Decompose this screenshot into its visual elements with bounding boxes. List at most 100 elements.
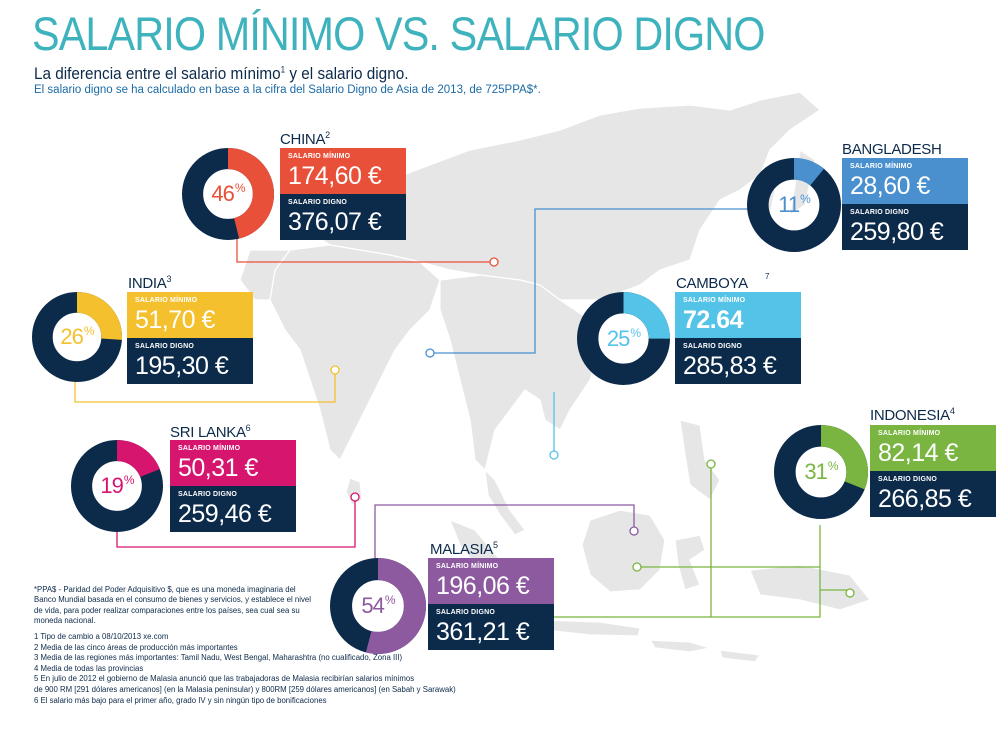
living-wage-value: 259,46 €	[178, 500, 272, 528]
living-wage-panel: SALARIO DIGNO 361,21 €	[428, 604, 554, 650]
living-wage-panel: SALARIO DIGNO 259,46 €	[170, 486, 296, 532]
percent-sign: %	[827, 459, 839, 473]
min-salary-value: 28,60 €	[850, 172, 930, 200]
living-wage-value: 361,21 €	[436, 618, 530, 646]
donut-chart	[330, 558, 426, 654]
donut-min-share	[577, 292, 670, 385]
footnote: 6 El salario más bajo para el primer año…	[34, 695, 327, 705]
footnote: 1 Tipo de cambio a 08/10/2013 xe.com	[34, 632, 169, 641]
living-wage-label: SALARIO DIGNO	[683, 343, 742, 350]
country-name-india: INDIA3	[128, 274, 172, 292]
living-wage-panel: SALARIO DIGNO 259,80 €	[842, 204, 968, 250]
donut-min-share	[330, 558, 426, 654]
salary-box-camboya: SALARIO MÍNIMO 72.64 SALARIO DIGNO 285,8…	[675, 292, 801, 384]
percentage-label: 46%	[182, 148, 274, 240]
donut-chart	[577, 292, 670, 385]
min-salary-label: SALARIO MÍNIMO	[135, 297, 198, 304]
living-wage-value: 195,30 €	[135, 352, 229, 380]
living-wage-value: 259,80 €	[850, 218, 944, 246]
min-salary-panel: SALARIO MÍNIMO 51,70 €	[127, 292, 253, 338]
donut-chart	[71, 440, 163, 532]
percent-sign: %	[800, 192, 811, 206]
footnote: 3 Media de las regiones más importantes:…	[34, 653, 403, 663]
country-name-srilanka: SRI LANKA6	[170, 423, 251, 441]
living-wage-panel: SALARIO DIGNO 376,07 €	[280, 194, 406, 240]
donut-min-share	[774, 425, 868, 519]
percent-sign: %	[234, 181, 246, 195]
donut-min-share	[71, 440, 163, 532]
percentage-label: 19%	[71, 440, 163, 532]
min-salary-panel: SALARIO MÍNIMO 82,14 €	[870, 425, 996, 471]
percentage-label: 25%	[577, 292, 670, 385]
percent-sign: %	[83, 324, 95, 338]
min-salary-value: 174,60 €	[288, 162, 382, 190]
percentage-label: 26%	[32, 292, 122, 382]
percentage-label: 31%	[774, 425, 868, 519]
living-wage-label: SALARIO DIGNO	[850, 209, 909, 216]
percentage-label: 54%	[330, 558, 426, 654]
percentage-label: 11%	[747, 158, 841, 252]
donut-indonesia: 31%	[774, 425, 868, 519]
min-salary-value: 72.64	[683, 306, 744, 334]
percent-sign: %	[123, 473, 135, 487]
percent-sign: %	[384, 593, 396, 607]
country-name-bangladesh: BANGLADESH	[842, 141, 942, 158]
min-salary-panel: SALARIO MÍNIMO 28,60 €	[842, 158, 968, 204]
min-salary-panel: SALARIO MÍNIMO 174,60 €	[280, 148, 406, 194]
country-name-malasia: MALASIA5	[430, 540, 498, 558]
donut-camboya: 25%	[577, 292, 670, 385]
footnote: de 900 RM [291 dólares americanos] (en l…	[34, 684, 456, 694]
footnote: 4 Media de todas las provincias	[34, 663, 144, 673]
salary-box-bangladesh: SALARIO MÍNIMO 28,60 € SALARIO DIGNO 259…	[842, 158, 968, 250]
percentage-value: 31	[804, 459, 828, 484]
salary-box-china: SALARIO MÍNIMO 174,60 € SALARIO DIGNO 37…	[280, 148, 406, 240]
living-wage-value: 285,83 €	[683, 352, 777, 380]
living-wage-panel: SALARIO DIGNO 285,83 €	[675, 338, 801, 384]
donut-chart	[32, 292, 122, 382]
salary-box-india: SALARIO MÍNIMO 51,70 € SALARIO DIGNO 195…	[127, 292, 253, 384]
percentage-value: 54	[361, 593, 385, 618]
living-wage-value: 376,07 €	[288, 208, 382, 236]
footnote: 5 En julio de 2012 el gobierno de Malasi…	[34, 674, 415, 684]
page-subtitle-note: El salario digno se ha calculado en base…	[34, 84, 541, 96]
percentage-value: 19	[100, 473, 124, 498]
page-subtitle: La diferencia entre el salario mínimo1 y…	[34, 64, 409, 83]
donut-bangladesh: 11%	[747, 158, 841, 252]
donut-chart	[774, 425, 868, 519]
min-salary-label: SALARIO MÍNIMO	[850, 163, 913, 170]
ppa-definition-note: *PPA$ - Paridad del Poder Adquisitivo $,…	[34, 585, 311, 625]
percent-sign: %	[630, 325, 641, 340]
donut-india: 26%	[32, 292, 122, 382]
min-salary-value: 196,06 €	[436, 572, 530, 600]
footnote: 2 Media de las cinco áreas de producción…	[34, 642, 238, 652]
salary-box-malasia: SALARIO MÍNIMO 196,06 € SALARIO DIGNO 36…	[428, 558, 554, 650]
min-salary-label: SALARIO MÍNIMO	[683, 297, 746, 304]
min-salary-panel: SALARIO MÍNIMO 196,06 €	[428, 558, 554, 604]
donut-china: 46%	[182, 148, 274, 240]
percentage-value: 11	[778, 192, 800, 217]
percentage-value: 25	[606, 325, 631, 351]
min-salary-value: 50,31 €	[178, 454, 258, 482]
donut-min-share	[747, 158, 841, 252]
camboya-footnote-ref: 7	[765, 272, 770, 281]
living-wage-label: SALARIO DIGNO	[288, 199, 347, 206]
salary-box-srilanka: SALARIO MÍNIMO 50,31 € SALARIO DIGNO 259…	[170, 440, 296, 532]
min-salary-label: SALARIO MÍNIMO	[288, 153, 351, 160]
min-salary-value: 51,70 €	[135, 306, 215, 334]
min-salary-value: 82,14 €	[878, 439, 958, 467]
country-name-indonesia: INDONESIA4	[870, 406, 955, 424]
min-salary-panel: SALARIO MÍNIMO 50,31 €	[170, 440, 296, 486]
country-name-china: CHINA2	[280, 130, 330, 148]
donut-min-share	[182, 148, 274, 240]
living-wage-label: SALARIO DIGNO	[178, 491, 237, 498]
country-name-camboya: CAMBOYA	[676, 275, 748, 292]
footnotes: 1 Tipo de cambio a 08/10/2013 xe.com 2 M…	[34, 632, 456, 706]
min-salary-label: SALARIO MÍNIMO	[436, 563, 499, 570]
living-wage-label: SALARIO DIGNO	[878, 476, 937, 483]
min-salary-label: SALARIO MÍNIMO	[878, 430, 941, 437]
living-wage-value: 266,85 €	[878, 485, 972, 513]
min-salary-label: SALARIO MÍNIMO	[178, 445, 241, 452]
living-wage-label: SALARIO DIGNO	[135, 343, 194, 350]
living-wage-panel: SALARIO DIGNO 195,30 €	[127, 338, 253, 384]
percentage-value: 26	[60, 324, 84, 349]
